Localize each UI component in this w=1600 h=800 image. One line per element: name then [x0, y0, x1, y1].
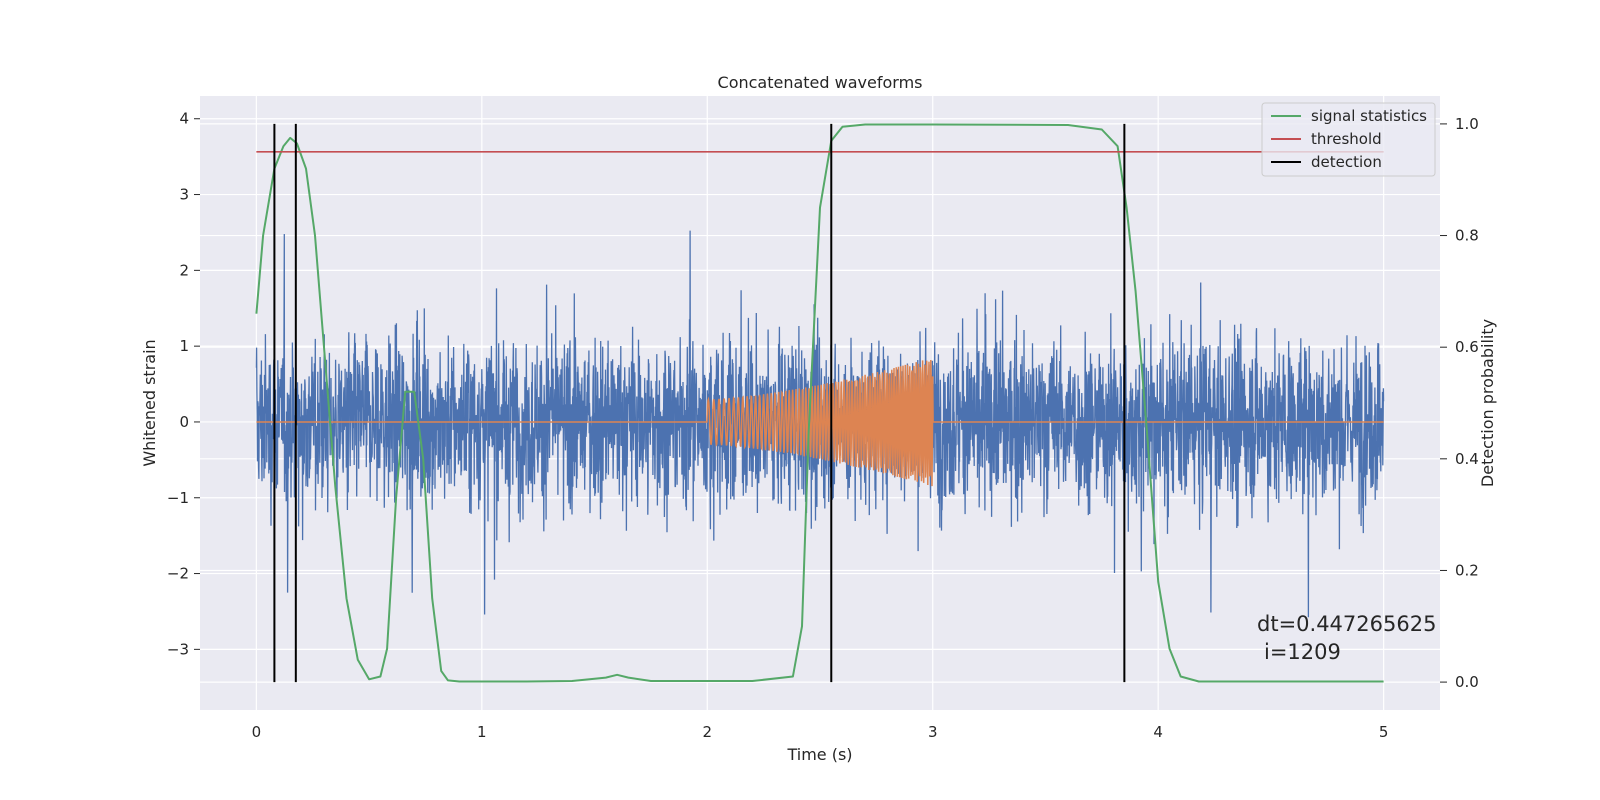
y-right-tick-label: 0.2: [1455, 561, 1479, 579]
x-tick-label: 0: [252, 723, 262, 741]
x-tick-label: 3: [928, 723, 938, 741]
y-axis-label-left: Whitened strain: [140, 339, 159, 466]
x-axis-label: Time (s): [786, 745, 852, 764]
y-left-tick-label: 0: [179, 413, 189, 431]
y-right-tick-label: 0.4: [1455, 450, 1479, 468]
legend-label: threshold: [1311, 130, 1382, 148]
legend-box: [1261, 102, 1436, 177]
y-right-tick-label: 0.8: [1455, 227, 1479, 245]
y-left-tick-label: 4: [179, 110, 189, 128]
y-axis-label-right: Detection probability: [1478, 319, 1497, 487]
y-left-tick-label: −1: [167, 489, 189, 507]
y-left-tick-label: 2: [179, 261, 189, 279]
chart-title: Concatenated waveforms: [718, 73, 923, 92]
y-left-tick-label: 3: [179, 186, 189, 204]
annotation-index: i=1209: [1264, 640, 1341, 664]
y-right-tick-label: 0.0: [1455, 673, 1479, 691]
legend-items: signal statistics threshold detection: [1271, 107, 1427, 171]
legend: signal statistics threshold detection: [1261, 102, 1436, 177]
y-right-tick-label: 1.0: [1455, 115, 1479, 133]
overlay-layer: [255, 123, 1384, 683]
y-left-tick-label: 1: [179, 337, 189, 355]
x-tick-label: 1: [477, 723, 487, 741]
x-tick-label: 5: [1379, 723, 1389, 741]
y-left-tick-label: −2: [167, 565, 189, 583]
tick-layer: 0 1 2 3 4 5 −3 −2 −1 0 1 2 3 4 0.0 0.2 0.4 0.6 0.8 1.0: [167, 110, 1479, 741]
x-tick-label: 4: [1153, 723, 1163, 741]
annotation-dt: dt=0.447265625: [1257, 612, 1436, 636]
legend-label: signal statistics: [1311, 107, 1427, 125]
series-layer: [255, 230, 1385, 618]
x-tick-label: 2: [702, 723, 712, 741]
y-right-tick-label: 0.6: [1455, 338, 1479, 356]
legend-label: detection: [1311, 153, 1382, 171]
y-left-tick-label: −3: [167, 640, 189, 658]
series-injection-line: [256, 359, 1384, 487]
